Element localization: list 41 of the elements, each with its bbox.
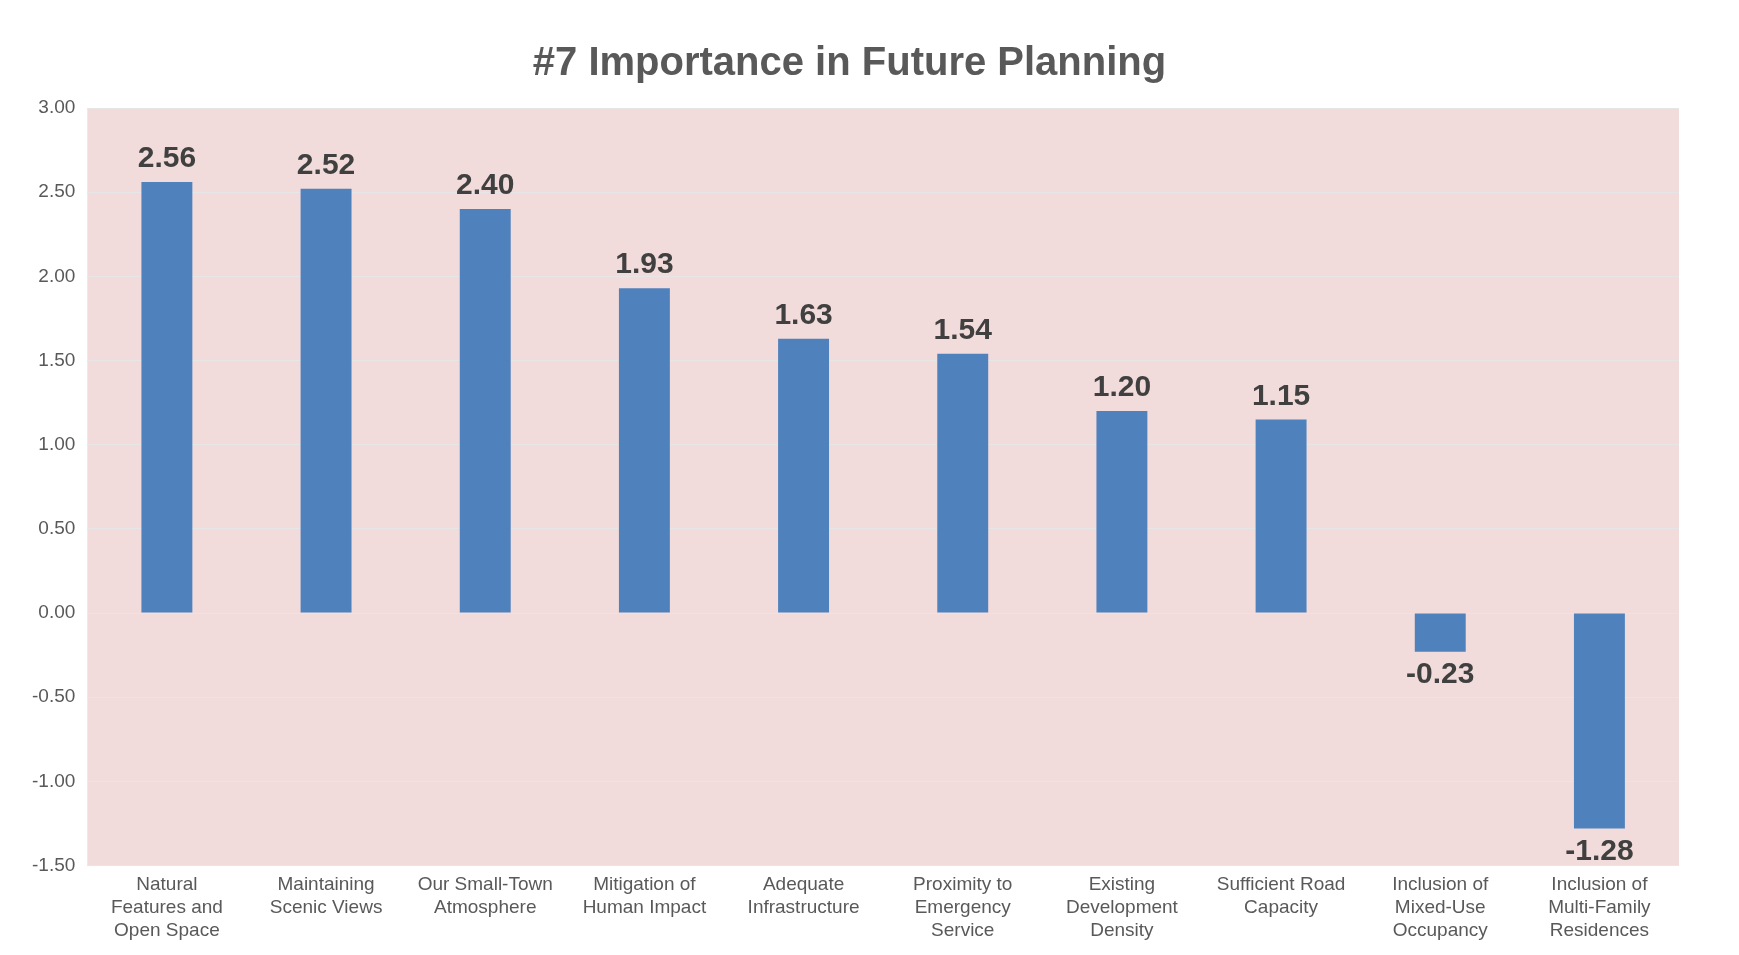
bar: [459, 209, 511, 613]
x-tick-label: Adequate Infrastructure: [747, 873, 860, 918]
y-tick-label: 2.00: [38, 264, 76, 286]
y-tick-label: -1.00: [31, 769, 76, 791]
bar: [618, 288, 670, 613]
x-tick-label: Inclusion of Mixed-Use Occupancy: [1392, 873, 1490, 940]
y-tick-label: -1.50: [31, 853, 76, 875]
x-tick-label: Mitigation of Human Impact: [582, 873, 707, 918]
y-tick-label: 0.50: [38, 517, 76, 539]
y-tick-label: 1.00: [38, 432, 76, 454]
bar: [1414, 613, 1466, 652]
x-tick-label: Our Small-Town Atmosphere: [417, 873, 553, 918]
data-label: 2.40: [456, 167, 515, 201]
x-tick-label: Sufficient Road Capacity: [1216, 873, 1346, 918]
x-tick-label: Maintaining Scenic Views: [269, 873, 383, 918]
data-label: -1.28: [1565, 832, 1634, 866]
data-label: 1.93: [615, 246, 674, 280]
x-tick-label: Proximity to Emergency Service: [913, 873, 1013, 940]
bar: [141, 182, 193, 613]
bar: [300, 188, 352, 613]
x-tick-label: Inclusion of Multi-Family Residences: [1548, 873, 1652, 940]
data-label: 2.56: [137, 140, 197, 174]
bar: [1573, 613, 1625, 829]
data-label: 1.63: [774, 296, 833, 330]
chart-title: #7 Importance in Future Planning: [532, 39, 1167, 84]
bar: [778, 338, 830, 613]
data-label: 1.54: [933, 312, 993, 346]
data-label: 2.52: [296, 147, 356, 181]
data-label: 1.15: [1251, 377, 1311, 411]
y-tick-label: 1.50: [38, 348, 76, 370]
y-tick-label: 2.50: [38, 180, 76, 202]
data-label: -0.23: [1406, 656, 1475, 690]
x-tick-label: Existing Development Density: [1065, 873, 1179, 940]
bar: [937, 353, 989, 613]
bar: [1096, 411, 1148, 613]
y-tick-label: 3.00: [38, 96, 76, 118]
y-tick-label: 0.00: [38, 601, 76, 623]
y-tick-label: -0.50: [31, 685, 76, 707]
bar: [1255, 419, 1307, 613]
data-label: 1.20: [1092, 369, 1152, 403]
x-tick-label: Natural Features and Open Space: [110, 873, 223, 940]
